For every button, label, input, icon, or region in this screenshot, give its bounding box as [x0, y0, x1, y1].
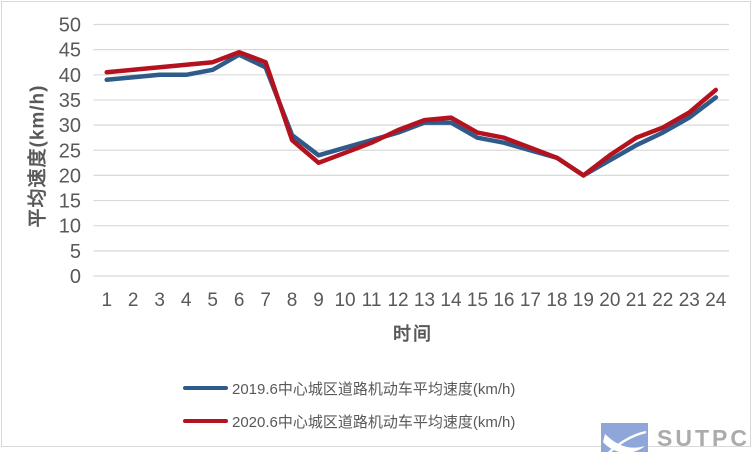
sutpc-logo: SUTPC [601, 423, 750, 452]
sutpc-logo-icon [601, 423, 648, 452]
x-tick-2: 2 [128, 290, 139, 311]
legend-label-2020: 2020.6中心城区道路机动车平均速度(km/h) [232, 413, 516, 431]
series-line-2020 [104, 49, 719, 178]
y-tick-10: 10 [59, 216, 81, 238]
x-tick-18: 18 [546, 290, 567, 311]
legend: 2019.6中心城区道路机动车平均速度(km/h) 2020.6中心城区道路机动… [183, 378, 515, 431]
y-tick-25: 25 [59, 140, 81, 162]
x-tick-4: 4 [181, 290, 192, 311]
y-tick-20: 20 [59, 165, 81, 187]
x-tick-20: 20 [599, 290, 620, 311]
x-tick-6: 6 [234, 290, 245, 311]
x-tick-5: 5 [207, 290, 218, 311]
x-tick-21: 21 [626, 290, 647, 311]
y-tick-0: 0 [70, 266, 81, 288]
x-tick-12: 12 [387, 290, 408, 311]
y-tick-5: 5 [70, 241, 81, 263]
sutpc-logo-text: SUTPC [657, 425, 750, 451]
x-tick-24: 24 [705, 290, 727, 311]
legend-item-2020: 2020.6中心城区道路机动车平均速度(km/h) [183, 411, 515, 431]
y-axis-title: 平均速度(km/h) [27, 84, 49, 228]
x-tick-22: 22 [652, 290, 673, 311]
y-tick-45: 45 [59, 40, 81, 62]
series-line-2019 [104, 52, 719, 178]
x-tick-23: 23 [679, 290, 700, 311]
x-tick-16: 16 [493, 290, 514, 311]
x-tick-10: 10 [334, 290, 355, 311]
y-tick-35: 35 [59, 90, 81, 112]
y-tick-30: 30 [59, 115, 81, 137]
x-tick-7: 7 [260, 290, 271, 311]
x-tick-19: 19 [573, 290, 594, 311]
x-tick-13: 13 [414, 290, 435, 311]
legend-label-2019: 2019.6中心城区道路机动车平均速度(km/h) [232, 380, 516, 398]
x-tick-8: 8 [287, 290, 298, 311]
y-tick-50: 50 [59, 15, 81, 37]
x-axis-title: 时间 [393, 324, 433, 344]
y-tick-15: 15 [59, 191, 81, 213]
legend-swatch-2020-line [183, 418, 228, 424]
x-tick-17: 17 [520, 290, 541, 311]
x-tick-1: 1 [101, 290, 112, 311]
x-tick-14: 14 [440, 290, 462, 311]
x-tick-11: 11 [362, 290, 382, 311]
legend-swatch-2019-line [183, 385, 228, 391]
x-tick-9: 9 [313, 290, 324, 311]
x-tick-3: 3 [154, 290, 165, 311]
x-tick-15: 15 [467, 290, 488, 311]
legend-item-2019: 2019.6中心城区道路机动车平均速度(km/h) [183, 378, 515, 398]
y-tick-40: 40 [59, 65, 81, 87]
